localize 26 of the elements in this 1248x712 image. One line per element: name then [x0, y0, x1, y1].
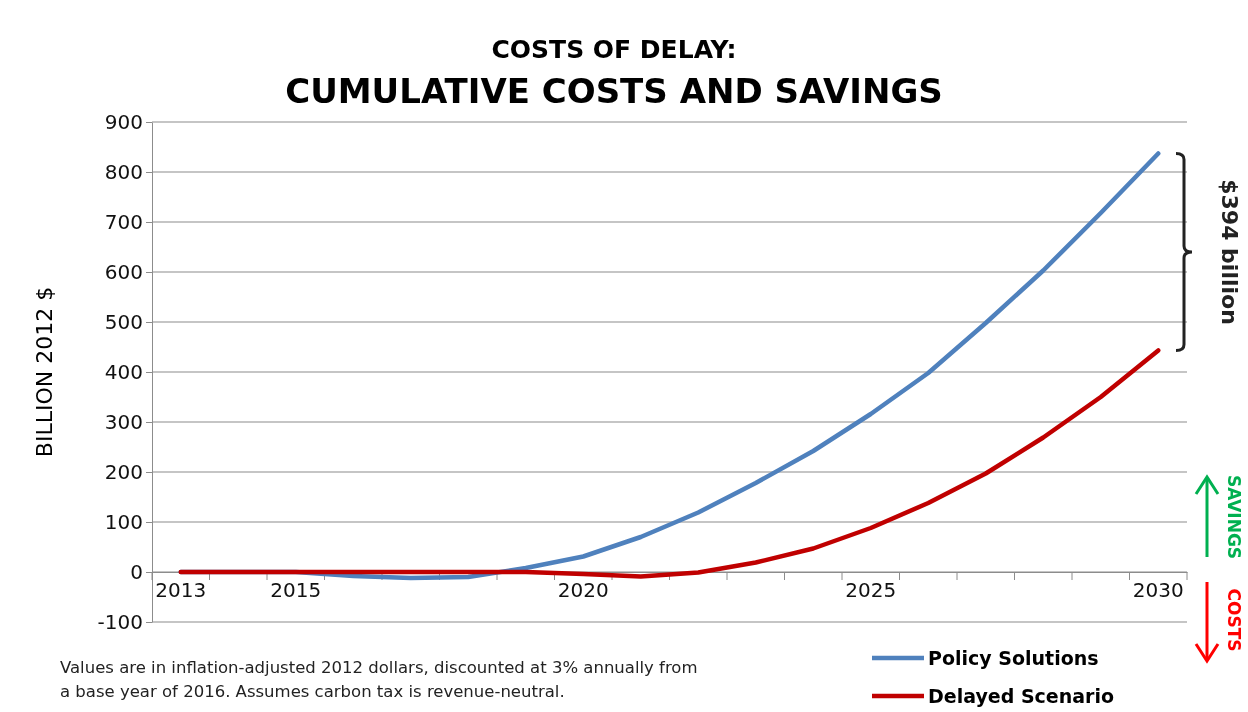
text: COSTS	[1224, 588, 1244, 652]
y-tick-label: 200	[104, 459, 143, 484]
line-series	[178, 348, 1161, 579]
x-tick-label: 2013	[155, 578, 207, 602]
y-tick-label: 600	[104, 259, 143, 284]
x-tick-label: 2020	[557, 578, 609, 602]
y-tick-label: -100	[97, 609, 143, 634]
legend-label: Policy Solutions	[928, 647, 1099, 669]
y-tick-label: 0	[130, 559, 143, 584]
x-tick-label: 2015	[270, 578, 322, 602]
y-tick-label: 900	[104, 109, 143, 134]
chart-subtitle: CUMULATIVE COSTS AND SAVINGS	[285, 71, 943, 111]
chart-title: COSTS OF DELAY:	[491, 35, 737, 64]
y-tick-label: 300	[104, 409, 143, 434]
y-tick-label: 400	[104, 359, 143, 384]
y-tick-label: 100	[104, 509, 143, 534]
legend-label: Delayed Scenario	[928, 685, 1115, 707]
y-tick-label: 500	[104, 309, 143, 334]
text: SAVINGS	[1224, 474, 1244, 560]
y-axis-title: BILLION 2012 $	[32, 286, 57, 458]
x-tick-label: 2030	[1132, 578, 1184, 602]
text: Values are in inflation-adjusted 2012 dollars, discounted at 3% annually from a base year of 2016. Assumes carbon tax is revenue-neutral.	[60, 658, 698, 701]
text: $394 billion	[1217, 179, 1242, 325]
y-tick-label: 700	[104, 209, 143, 234]
x-tick-label: 2025	[845, 578, 897, 602]
y-tick-label: 800	[104, 159, 143, 184]
